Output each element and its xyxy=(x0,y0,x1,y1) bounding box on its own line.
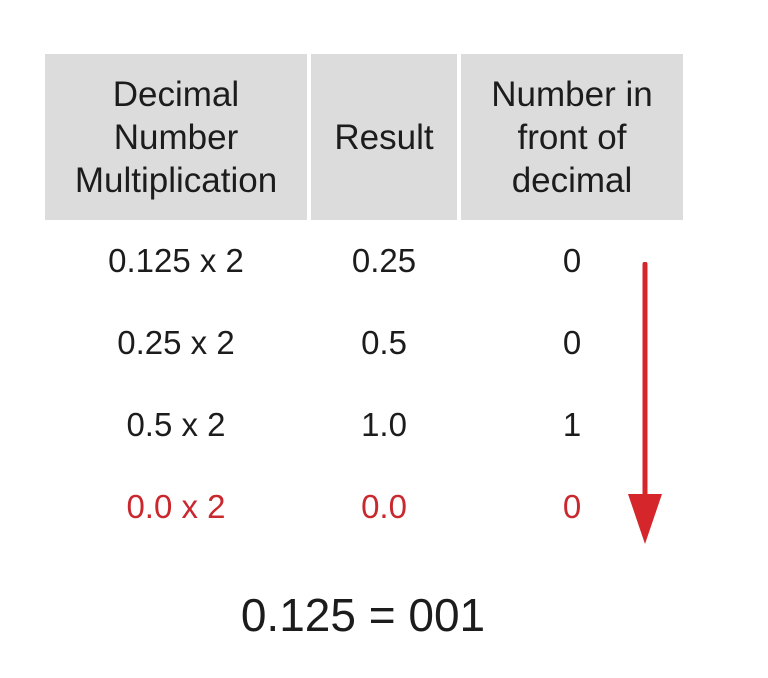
binary-result-equation: 0.125 = 001 xyxy=(0,588,768,642)
header-decimal-multiplication: Decimal Number Multiplication xyxy=(45,54,307,220)
cell-multiplication: 0.125 x 2 xyxy=(108,242,244,279)
table-row-highlighted: 0.0 x 2 0.0 0 xyxy=(45,466,683,548)
cell-multiplication: 0.25 x 2 xyxy=(117,324,235,361)
cell-result: 0.5 xyxy=(361,324,407,361)
cell-result: 0.0 xyxy=(361,488,407,525)
header-label: Result xyxy=(334,117,434,157)
table-row: 0.5 x 2 1.0 1 xyxy=(45,384,683,466)
equation-text: 0.125 = 001 xyxy=(240,589,486,641)
conversion-table: Decimal Number Multiplication Result Num… xyxy=(45,54,683,548)
header-number-in-front: Number in front of decimal xyxy=(461,54,683,220)
cell-result: 1.0 xyxy=(361,406,407,443)
cell-digit: 0 xyxy=(562,242,582,279)
header-label: Decimal Number Multiplication xyxy=(74,74,278,200)
cell-result: 0.25 xyxy=(351,242,417,279)
cell-digit: 0 xyxy=(562,324,582,361)
header-result: Result xyxy=(311,54,457,220)
table-row: 0.25 x 2 0.5 0 xyxy=(45,302,683,384)
cell-digit: 1 xyxy=(562,406,582,443)
table-row: 0.125 x 2 0.25 0 xyxy=(45,220,683,302)
cell-digit: 0 xyxy=(562,488,582,525)
cell-multiplication: 0.5 x 2 xyxy=(126,406,226,443)
cell-multiplication: 0.0 x 2 xyxy=(126,488,226,525)
table-header-row: Decimal Number Multiplication Result Num… xyxy=(45,54,683,220)
down-arrow-icon xyxy=(628,262,662,544)
header-label: Number in front of decimal xyxy=(491,74,653,200)
